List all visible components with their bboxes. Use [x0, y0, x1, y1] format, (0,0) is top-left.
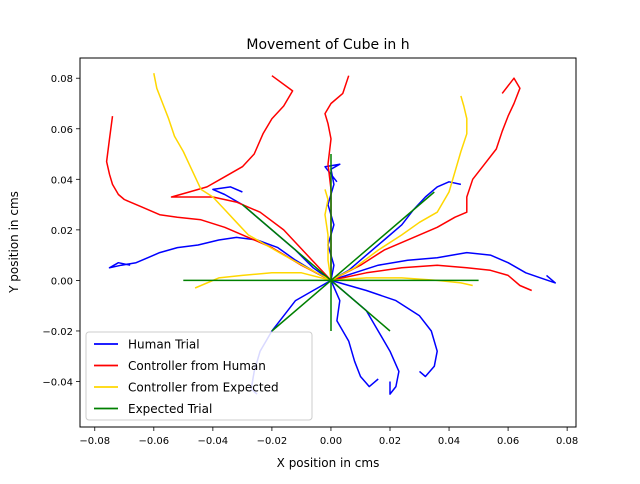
chart-title: Movement of Cube in h — [246, 37, 409, 53]
series-2-trajectory-4 — [330, 277, 473, 287]
series-0-trajectory-2 — [324, 163, 341, 281]
series-0-trajectory-5 — [330, 280, 379, 388]
series-0-trajectory-3 — [330, 181, 462, 282]
x-tick-label: −0.02 — [257, 436, 288, 447]
series-2-trajectory-2 — [324, 189, 332, 281]
series-2-trajectory-0 — [153, 73, 332, 282]
series-0-trajectory-7 — [330, 279, 438, 378]
series-1-trajectory-3 — [330, 77, 521, 282]
series-2-trajectory-3 — [330, 95, 468, 282]
series-1-trajectory-0 — [105, 116, 332, 282]
series-3-trajectory-1 — [241, 204, 332, 281]
series-3-trajectory-3 — [330, 191, 435, 281]
y-tick-label: 0.02 — [51, 226, 73, 237]
legend-box — [85, 331, 313, 421]
y-tick-label: 0.06 — [51, 125, 73, 136]
series-1-trajectory-1 — [170, 75, 332, 281]
x-axis-ticks: −0.08 −0.06 −0.04 −0.02 0.00 0.02 0.04 0.06 0.08 — [79, 427, 578, 447]
x-tick-label: 0.08 — [556, 436, 578, 447]
x-tick-label: −0.04 — [198, 436, 229, 447]
legend-entry: Human Trial — [128, 338, 200, 352]
y-axis-ticks: −0.04 −0.02 0.00 0.02 0.04 0.06 0.08 — [42, 74, 80, 389]
legend: Human Trial Controller from Human Controll… — [85, 331, 313, 421]
y-tick-label: −0.04 — [42, 378, 73, 389]
legend-entry: Expected Trial — [128, 402, 212, 416]
x-tick-label: 0.02 — [379, 436, 401, 447]
series-0-trajectory-0 — [108, 236, 332, 282]
series-3-trajectory-7 — [271, 279, 332, 332]
y-tick-label: 0.00 — [51, 276, 73, 287]
x-tick-label: 0.06 — [497, 436, 519, 447]
series-0-trajectory-4 — [330, 251, 557, 284]
y-tick-label: 0.04 — [51, 175, 73, 186]
series-3-trajectory-6 — [330, 279, 391, 332]
plot-area-frame — [79, 57, 577, 428]
legend-entry: Controller from Human — [128, 359, 266, 373]
x-tick-label: 0.00 — [320, 436, 342, 447]
series-2-trajectory-1 — [194, 272, 332, 289]
y-tick-label: 0.08 — [51, 74, 73, 85]
y-tick-label: −0.02 — [42, 327, 73, 338]
legend-entry: Controller from Expected — [128, 381, 279, 395]
series-1-trajectory-4 — [330, 264, 532, 292]
x-axis-label: X position in cms — [277, 456, 380, 470]
x-tick-label: −0.08 — [79, 436, 110, 447]
x-tick-label: 0.04 — [438, 436, 460, 447]
x-tick-label: −0.06 — [138, 436, 169, 447]
y-axis-label: Y position in cms — [7, 191, 21, 294]
